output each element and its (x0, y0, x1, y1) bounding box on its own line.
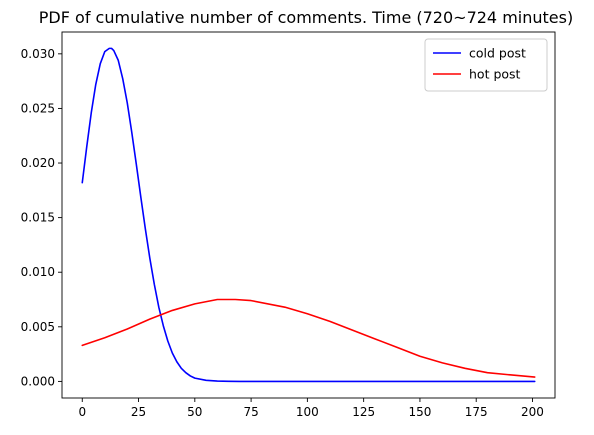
plot-area (81, 47, 536, 383)
x-tick-label-7: 175 (465, 405, 488, 419)
x-tick-label-3: 75 (243, 405, 258, 419)
y-tick-label-1: 0.005 (21, 320, 55, 334)
y-tick-label-4: 0.020 (21, 156, 55, 170)
x-tick-label-0: 0 (78, 405, 86, 419)
y-tick-label-0: 0.000 (21, 374, 55, 388)
x-tick-label-1: 25 (131, 405, 146, 419)
axes-frame (61, 31, 556, 399)
series-line-1 (81, 298, 536, 378)
y-tick-label-2: 0.010 (21, 265, 55, 279)
series-line-0 (81, 47, 536, 383)
y-tick-label-6: 0.030 (21, 47, 55, 61)
legend-label-1: hot post (469, 67, 521, 82)
x-tick-label-8: 200 (521, 405, 544, 419)
y-tick-label-3: 0.015 (21, 211, 55, 225)
axes: 0 25 50 75 100 125 150 175 200 0.000 0.005 0.010 0.0… (21, 31, 556, 419)
legend-label-0: cold post (469, 46, 526, 61)
x-tick-label-5: 125 (352, 405, 375, 419)
chart-title: PDF of cumulative number of comments. Ti… (39, 8, 573, 27)
legend-box (424, 38, 548, 92)
x-tick-label-4: 100 (296, 405, 319, 419)
y-tick-label-5: 0.025 (21, 101, 55, 115)
x-tick-label-6: 150 (408, 405, 431, 419)
x-tick-label-2: 50 (187, 405, 202, 419)
legend: cold post hot post (424, 38, 548, 92)
